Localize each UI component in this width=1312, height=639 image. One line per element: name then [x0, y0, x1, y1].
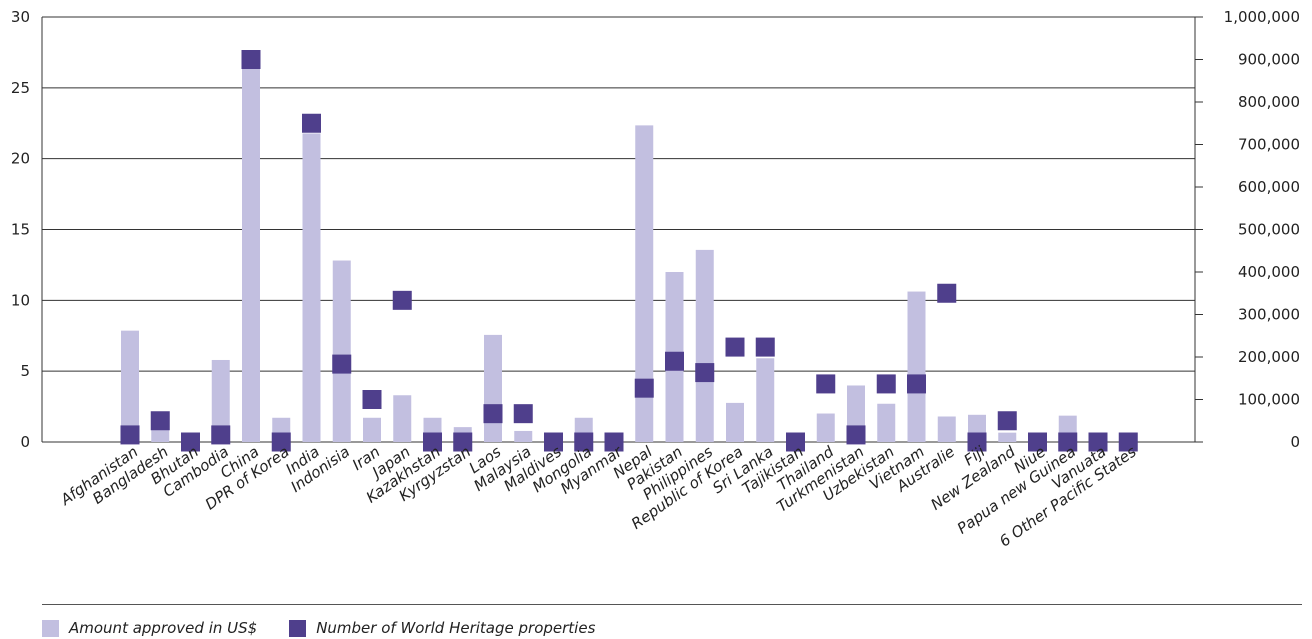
- right-tick-label: 0: [1290, 433, 1300, 451]
- amount-bar: [211, 359, 230, 442]
- left-tick-label: 20: [11, 150, 30, 168]
- left-tick-label: 5: [20, 362, 30, 380]
- heritage-marker: [937, 283, 957, 303]
- left-tick-label: 15: [11, 221, 30, 239]
- right-tick-label: 300,000: [1238, 306, 1300, 324]
- heritage-marker: [907, 374, 926, 394]
- amount-bar: [484, 334, 502, 442]
- right-tick-label: 700,000: [1238, 136, 1300, 154]
- amount-bar: [937, 416, 956, 442]
- heritage-marker: [665, 351, 684, 371]
- heritage-marker: [513, 404, 533, 424]
- heritage-marker: [816, 374, 836, 394]
- right-tick-label: 400,000: [1238, 263, 1300, 281]
- heritage-marker: [604, 432, 624, 452]
- legend-item-heritage: Number of World Heritage properties: [289, 619, 595, 637]
- heritage-marker: [271, 432, 291, 452]
- right-tick-label: 800,000: [1238, 93, 1300, 111]
- heritage-marker: [695, 363, 715, 383]
- heritage-marker: [211, 425, 231, 445]
- left-tick-label: 30: [11, 8, 30, 26]
- heritage-marker: [453, 432, 473, 452]
- heritage-marker: [1088, 432, 1108, 452]
- legend-swatch-heritage: [289, 619, 307, 637]
- right-tick-label: 900,000: [1238, 51, 1300, 69]
- heritage-marker: [241, 50, 261, 69]
- amount-bar: [393, 395, 412, 442]
- amount-bar: [242, 56, 260, 442]
- amount-bar: [151, 428, 170, 442]
- category-labels: AfghanistanBangladeshBhutanCambodiaChina…: [57, 442, 1140, 550]
- amount-bar: [363, 417, 381, 442]
- amount-bar: [726, 402, 744, 442]
- legend-label-amount: Amount approved in US$: [69, 619, 258, 637]
- heritage-marker: [967, 432, 987, 452]
- amount-bar: [121, 330, 139, 442]
- heritage-marker: [392, 290, 412, 310]
- amount-bar: [695, 249, 714, 442]
- heritage-marker: [725, 337, 745, 357]
- right-tick-label: 500,000: [1238, 221, 1300, 239]
- heritage-marker: [423, 432, 442, 452]
- right-tick-label: 1,000,000: [1224, 8, 1300, 26]
- heritage-marker: [544, 432, 563, 452]
- amount-bar: [514, 430, 533, 442]
- right-tick-label: 100,000: [1238, 391, 1300, 409]
- left-tick-label: 10: [11, 291, 30, 309]
- gridlines: [42, 16, 1195, 443]
- heritage-marker: [755, 337, 775, 357]
- right-tick-label: 200,000: [1238, 348, 1300, 366]
- legend-swatch-amount: [42, 619, 59, 637]
- heritage-marker: [1118, 432, 1138, 452]
- heritage-marker: [332, 354, 352, 374]
- left-tick-label: 25: [11, 79, 30, 97]
- left-tick-label: 0: [20, 433, 30, 451]
- legend-label-heritage: Number of World Heritage properties: [316, 619, 596, 637]
- heritage-marker: [634, 378, 654, 398]
- legend: Amount approved in US$ Number of World H…: [42, 617, 627, 639]
- amount-bar: [302, 133, 321, 442]
- amount-bar: [332, 260, 351, 442]
- chart: 0 5 10 15 20 25 30 0 100,000 200,000 300,000 400,0…: [11, 8, 1300, 551]
- heritage-marker: [574, 432, 594, 452]
- heritage-marker: [997, 411, 1017, 431]
- left-axis-ticks: 0 5 10 15 20 25 30: [11, 8, 30, 451]
- amount-bars: [121, 56, 1077, 442]
- legend-divider: [42, 604, 1302, 605]
- amount-bar: [998, 432, 1017, 442]
- heritage-marker: [786, 432, 805, 452]
- heritage-marker: [362, 390, 382, 409]
- amount-bar: [907, 291, 926, 442]
- right-axis-ticks: 0 100,000 200,000 300,000 400,000 500,000 600,…: [1195, 8, 1300, 451]
- right-tick-label: 600,000: [1238, 178, 1300, 196]
- heritage-marker: [1028, 432, 1047, 452]
- heritage-marker: [150, 411, 170, 431]
- amount-bar: [816, 413, 835, 442]
- heritage-marker: [876, 374, 896, 394]
- heritage-marker: [302, 113, 321, 133]
- heritage-markers: [120, 50, 1138, 452]
- amount-bar: [756, 358, 775, 442]
- heritage-marker: [846, 425, 866, 445]
- heritage-marker: [120, 425, 140, 445]
- legend-item-amount: Amount approved in US$: [42, 619, 257, 637]
- amount-bar: [635, 125, 654, 442]
- heritage-marker: [1058, 432, 1078, 452]
- amount-bar: [877, 403, 896, 442]
- heritage-marker: [181, 432, 200, 452]
- heritage-marker: [483, 404, 503, 424]
